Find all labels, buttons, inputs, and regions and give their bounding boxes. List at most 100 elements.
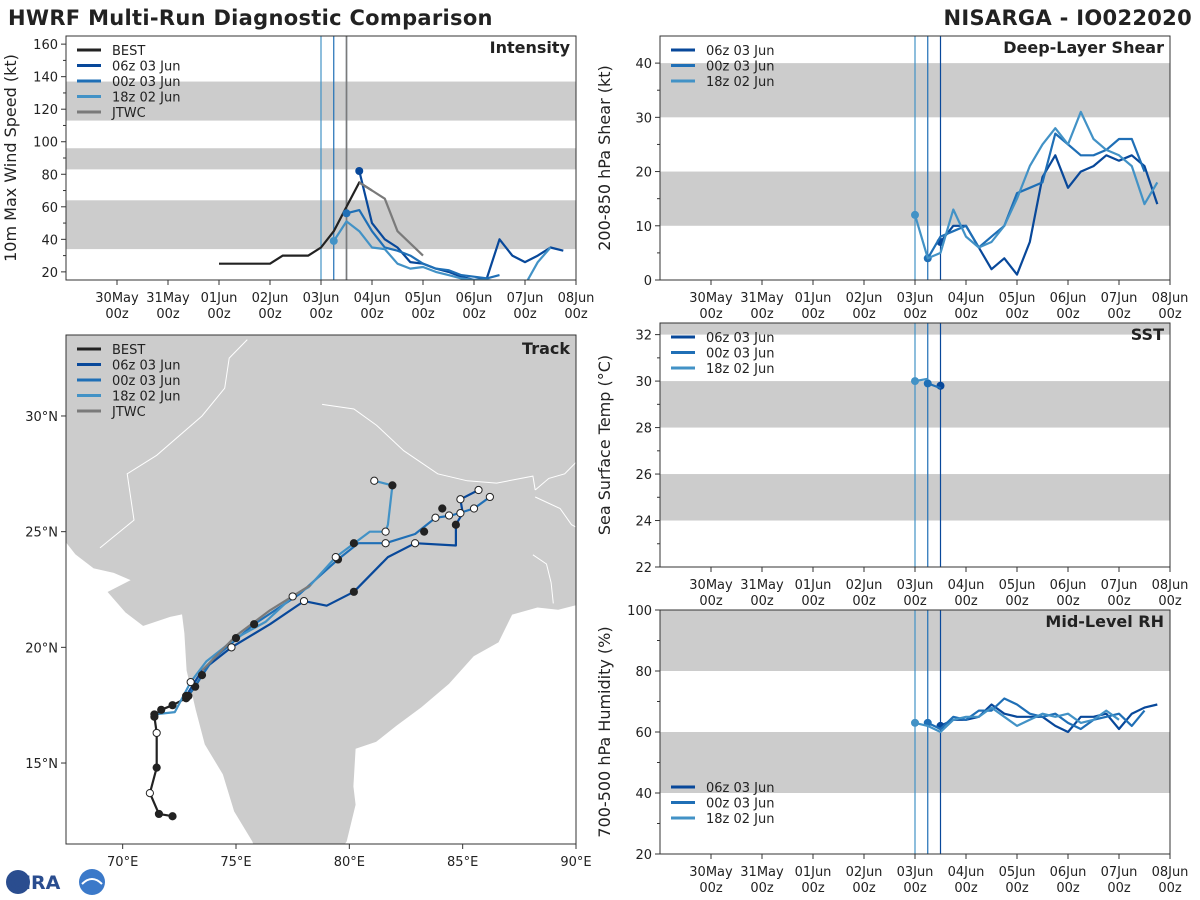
logo-text: CIRA <box>10 872 61 894</box>
x-tick-label: 00z <box>1005 307 1029 322</box>
track-marker-filled <box>157 705 166 714</box>
x-tick-label: 06Jun <box>456 291 493 306</box>
legend-label: 18z 02 Jun <box>112 91 181 106</box>
x-tick-label: 00z <box>903 881 927 896</box>
x-tick-label: 00z <box>1005 881 1029 896</box>
y-tick-label: 0 <box>644 274 652 289</box>
y-tick-label: 100 <box>627 604 652 619</box>
x-tick-label: 03Jun <box>897 578 934 593</box>
x-tick-label: 05Jun <box>999 865 1036 880</box>
track-marker-filled <box>349 587 358 596</box>
legend-label: 00z 03 Jun <box>706 347 775 362</box>
x-tick-label: 05Jun <box>999 291 1036 306</box>
country-border <box>322 403 536 491</box>
x-tick-label: 00z <box>903 594 927 609</box>
panel-sst: 22242628303230May00z31May00z01Jun00z02Ju… <box>595 322 1189 609</box>
track-marker-open <box>444 511 454 520</box>
x-tick-label: 00z <box>852 307 876 322</box>
y-tick-label: 40 <box>635 57 652 72</box>
series-line <box>358 181 424 257</box>
plot-frame <box>65 334 577 845</box>
track-marker-open <box>227 643 236 652</box>
y-tick-label: 20°N <box>25 641 58 656</box>
series-line <box>926 132 1146 259</box>
track-marker-open <box>152 728 161 738</box>
track-marker-filled <box>231 633 241 643</box>
map-layer <box>66 335 576 844</box>
series-start-marker <box>911 718 919 727</box>
x-tick-label: 00z <box>564 307 588 322</box>
y-tick-label: 20 <box>41 266 58 281</box>
series-line <box>346 209 500 280</box>
y-tick-label: 120 <box>33 103 58 118</box>
x-tick-label: 06Jun <box>1050 291 1087 306</box>
x-tick-label: 00z <box>801 307 825 322</box>
y-tick-label: 32 <box>635 329 652 344</box>
cira-logo: CIRA <box>6 869 105 895</box>
panel-title: Mid-Level RH <box>1045 612 1164 631</box>
x-tick-label: 00z <box>411 307 435 322</box>
y-tick-label: 26 <box>635 468 652 483</box>
y-tick-label: 60 <box>635 726 652 741</box>
y-tick-label: 40 <box>41 233 58 248</box>
x-tick-label: 00z <box>699 881 723 896</box>
series-group <box>911 697 1158 734</box>
track-marker-open <box>186 677 195 687</box>
y-tick-label: 25°N <box>25 526 58 541</box>
x-tick-label: 31May <box>740 578 784 593</box>
panel-rh: 2040608010030May00z31May00z01Jun00z02Jun… <box>595 604 1188 896</box>
x-tick-label: 01Jun <box>795 865 832 880</box>
track-marker-open <box>485 492 494 502</box>
panel-track: 70°E 75°E 80°E 85°E 90°E 15°N 20°N 25°N 30°N Trac… <box>25 334 592 870</box>
x-tick-label: 06Jun <box>1050 578 1087 593</box>
storm-title: NISARGA - IO022020 <box>943 6 1192 30</box>
y-tick-label: 40 <box>635 787 652 802</box>
x-tick-label: 00z <box>1107 881 1131 896</box>
series-start-marker <box>923 379 932 388</box>
y-tick-label: 80 <box>41 168 58 183</box>
series-start-marker <box>911 377 919 386</box>
y-axis-label: 700-500 hPa Humidity (%) <box>595 626 614 837</box>
series-start-marker <box>936 381 945 390</box>
x-tick-label: 00z <box>1107 307 1131 322</box>
legend-label: 06z 03 Jun <box>706 44 775 59</box>
legend-label: BEST <box>112 343 145 358</box>
panel-title: Deep-Layer Shear <box>1003 38 1164 57</box>
series-line <box>914 706 1120 734</box>
land-mass <box>66 335 576 844</box>
x-tick-label: 03Jun <box>897 865 934 880</box>
y-tick-label: 28 <box>635 422 652 437</box>
x-tick-label: 00z <box>1056 881 1080 896</box>
panel-title: SST <box>1131 325 1164 344</box>
series-start-marker <box>329 236 338 245</box>
legend-label: 00z 03 Jun <box>706 797 775 812</box>
x-tick-label: 02Jun <box>846 865 883 880</box>
y-tick-label: 160 <box>33 38 58 53</box>
y-tick-label: 20 <box>635 166 652 181</box>
track-marker-open <box>145 789 154 798</box>
y-tick-label: 140 <box>33 71 58 86</box>
y-axis-label: Sea Surface Temp (°C) <box>595 355 614 535</box>
track-marker-open <box>381 539 390 548</box>
x-tick-label: 00z <box>1107 594 1131 609</box>
country-border <box>99 339 248 549</box>
series-line <box>927 697 1146 731</box>
x-tick-label: 01Jun <box>201 291 238 306</box>
x-tick-label: 30May <box>95 291 139 306</box>
x-tick-label: 00z <box>156 307 180 322</box>
track-marker-open <box>456 509 465 518</box>
x-tick-label: 30May <box>689 865 733 880</box>
track-marker-open <box>456 495 465 504</box>
x-tick-label: 31May <box>740 291 784 306</box>
x-tick-label: 08Jun <box>1152 578 1189 593</box>
x-tick-label: 00z <box>750 881 774 896</box>
panel-title: Track <box>522 339 570 358</box>
x-tick-label: 04Jun <box>948 291 985 306</box>
x-tick-label: 75°E <box>220 855 251 870</box>
track-marker-filled <box>154 809 164 819</box>
legend-label: 06z 03 Jun <box>706 781 775 796</box>
x-tick-label: 03Jun <box>897 291 934 306</box>
x-tick-label: 30May <box>689 578 733 593</box>
